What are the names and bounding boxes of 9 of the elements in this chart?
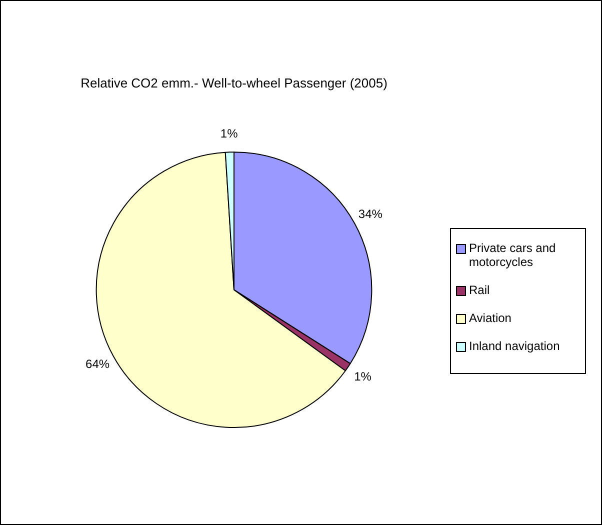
data-label: 34% [358, 207, 383, 222]
data-label: 64% [86, 357, 110, 372]
data-label: 1% [354, 370, 372, 384]
legend-label: Private cars and motorcycles [469, 241, 557, 269]
legend-label: Rail [469, 283, 490, 297]
legend-label: Inland navigation [469, 339, 560, 353]
legend-label: Aviation [469, 311, 512, 325]
chart-title: Relative CO2 emm.- Well-to-wheel Passenger (2005) [80, 75, 388, 90]
data-label: 1% [220, 126, 238, 140]
